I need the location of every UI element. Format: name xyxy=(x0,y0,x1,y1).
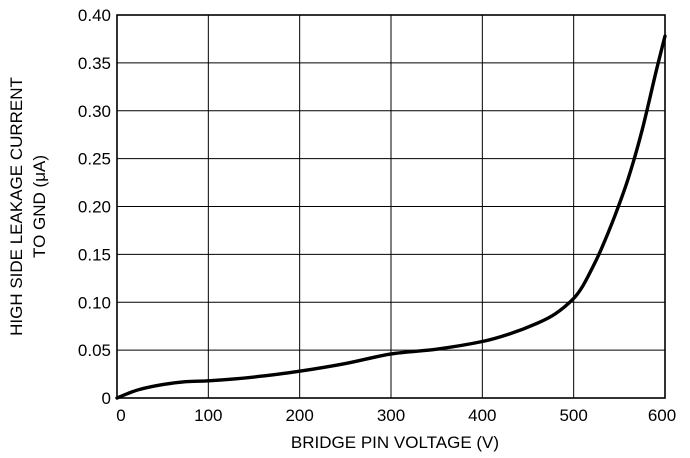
x-tick-label: 300 xyxy=(377,406,405,425)
y-tick-label: 0.10 xyxy=(78,293,111,312)
x-tick-label: 400 xyxy=(468,406,496,425)
y-axis-label-line-2: TO GND (μA) xyxy=(30,155,49,258)
y-tick-label: 0.35 xyxy=(78,54,111,73)
y-tick-label: 0 xyxy=(102,389,111,408)
x-tick-label: 100 xyxy=(194,406,222,425)
x-tick-label: 200 xyxy=(285,406,313,425)
x-tick-label: 600 xyxy=(648,406,676,425)
y-tick-label: 0.40 xyxy=(78,6,111,25)
y-tick-label: 0.30 xyxy=(78,102,111,121)
x-tick-labels: 0 100 200 300 400 500 600 xyxy=(116,406,676,425)
y-tick-label: 0.25 xyxy=(78,150,111,169)
series-line xyxy=(115,34,667,400)
y-tick-label: 0.05 xyxy=(78,341,111,360)
x-tick-label: 500 xyxy=(559,406,587,425)
y-tick-labels: 0 0.05 0.10 0.15 0.20 0.25 0.30 0.35 0.40 xyxy=(78,6,111,408)
x-tick-label: 0 xyxy=(116,406,125,425)
series-group xyxy=(115,34,667,400)
grid-lines xyxy=(116,14,666,399)
y-tick-label: 0.20 xyxy=(78,198,111,217)
y-axis-label-line-1: HIGH SIDE LEAKAGE CURRENT xyxy=(7,77,26,336)
plot-frame xyxy=(116,14,666,399)
x-axis-label: BRIDGE PIN VOLTAGE (V) xyxy=(291,433,499,452)
y-tick-label: 0.15 xyxy=(78,245,111,264)
